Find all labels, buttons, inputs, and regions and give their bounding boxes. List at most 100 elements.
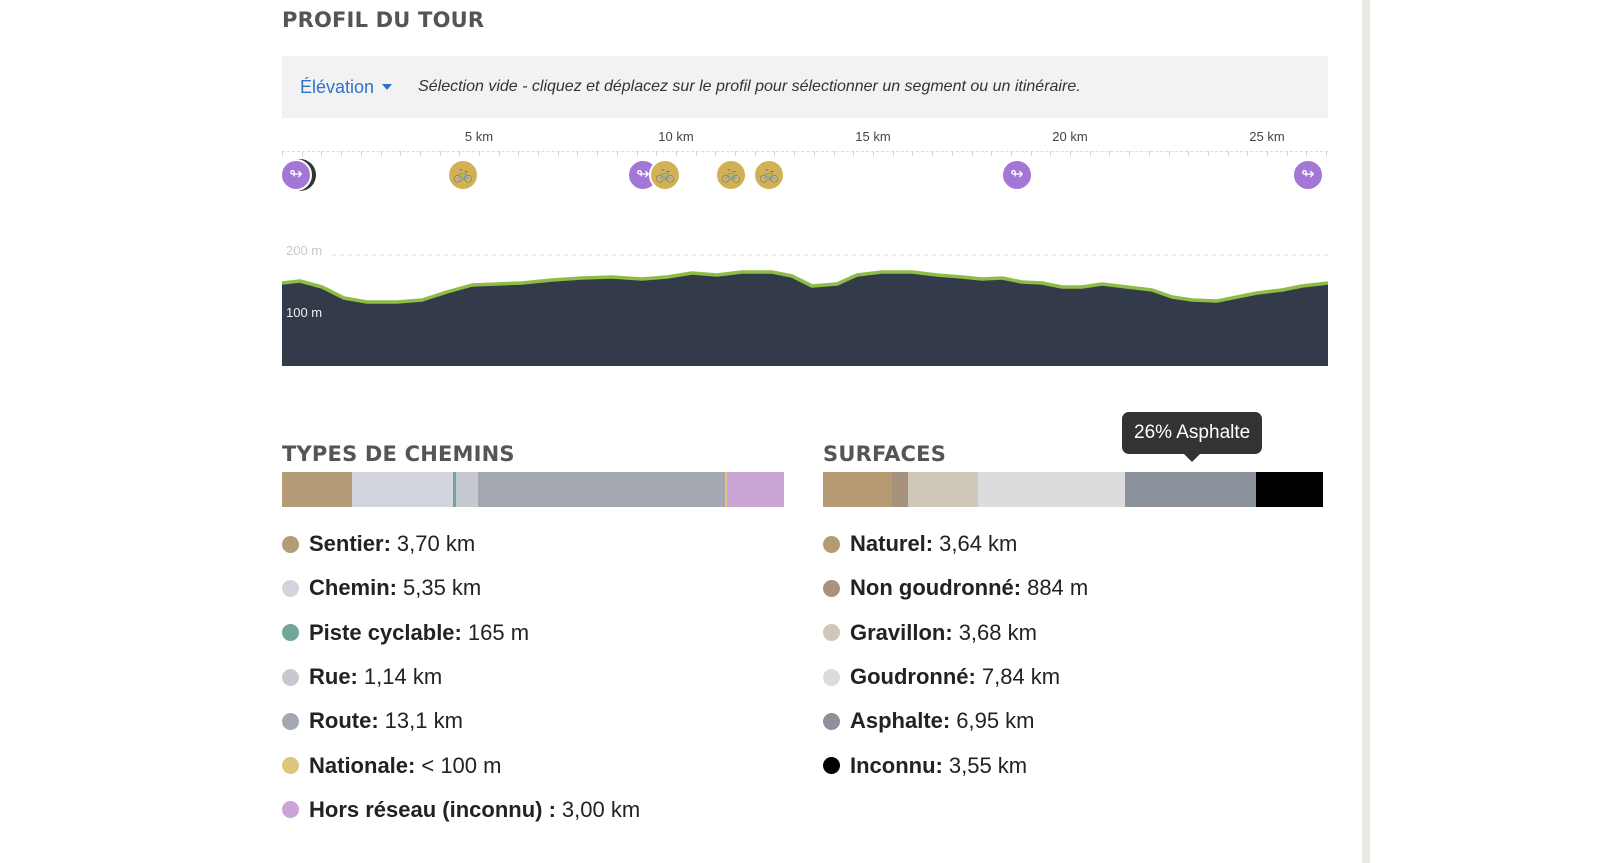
ruler-minor-tick bbox=[1169, 151, 1170, 156]
elevation-dropdown[interactable]: Élévation bbox=[300, 76, 393, 98]
way-type-legend-value: 5,35 km bbox=[403, 575, 482, 601]
waypoint-icon[interactable]: ↬ bbox=[1001, 159, 1033, 191]
ruler-minor-tick bbox=[893, 151, 894, 156]
surface-bar-segment[interactable] bbox=[1256, 472, 1324, 507]
elevation-label-100: 100 m bbox=[286, 305, 323, 320]
way-type-legend-label: Route: bbox=[309, 708, 379, 734]
way-type-legend-value: 3,70 km bbox=[396, 531, 476, 557]
bicycle-icon[interactable]: 🚲 bbox=[715, 159, 747, 191]
color-dot-icon bbox=[282, 624, 299, 642]
way-type-bar-segment[interactable] bbox=[282, 472, 352, 507]
ruler-minor-tick bbox=[735, 151, 736, 156]
way-type-legend-item[interactable]: Sentier: 3,70 km bbox=[282, 522, 640, 566]
ruler-minor-tick bbox=[696, 151, 697, 156]
surface-bar-segment[interactable] bbox=[908, 472, 978, 507]
color-dot-icon bbox=[282, 668, 299, 686]
ruler-minor-tick bbox=[932, 151, 933, 156]
ruler-minor-tick bbox=[558, 151, 559, 156]
ruler-minor-tick bbox=[1129, 151, 1130, 156]
surface-legend-item[interactable]: Asphalte: 6,95 km bbox=[823, 699, 1088, 743]
way-types-title: TYPES DE CHEMINS bbox=[282, 442, 515, 466]
surface-legend-value: 6,95 km bbox=[956, 708, 1035, 734]
ruler-minor-tick bbox=[814, 151, 815, 156]
way-type-legend-value: 3,00 km bbox=[561, 796, 641, 822]
surface-bar-segment[interactable] bbox=[977, 472, 1125, 507]
way-type-bar-segment[interactable] bbox=[453, 472, 457, 507]
distance-tick-label: 5 km bbox=[464, 129, 494, 144]
way-type-legend-item[interactable]: Chemin: 5,35 km bbox=[282, 566, 640, 610]
ruler-minor-tick bbox=[440, 151, 441, 156]
way-type-bar-segment[interactable] bbox=[725, 472, 728, 507]
distance-tick-label: 15 km bbox=[855, 129, 891, 144]
ruler-minor-tick bbox=[381, 151, 382, 156]
way-type-legend-value: 13,1 km bbox=[384, 708, 463, 734]
ruler-minor-tick bbox=[1011, 151, 1012, 156]
way-type-legend-item[interactable]: Nationale: < 100 m bbox=[282, 743, 640, 787]
ruler-minor-tick bbox=[538, 151, 539, 156]
ruler-minor-tick bbox=[676, 151, 677, 156]
way-type-bar-segment[interactable] bbox=[727, 472, 784, 507]
way-type-legend-item[interactable]: Route: 13,1 km bbox=[282, 699, 640, 743]
way-type-bar-segment[interactable] bbox=[456, 472, 478, 507]
way-type-legend-item[interactable]: Hors réseau (inconnu) :3,00 km bbox=[282, 788, 640, 832]
way-type-legend-label: Chemin: bbox=[309, 575, 397, 601]
bicycle-icon[interactable]: 🚲 bbox=[753, 159, 785, 191]
ruler-minor-tick bbox=[774, 151, 775, 156]
color-dot-icon bbox=[823, 757, 840, 775]
surfaces-bar[interactable] bbox=[823, 472, 1328, 507]
bicycle-icon[interactable]: 🚲 bbox=[447, 159, 479, 191]
surface-legend-item[interactable]: Non goudronné: 884 m bbox=[823, 566, 1088, 610]
surface-legend-label: Inconnu: bbox=[850, 752, 943, 778]
color-dot-icon bbox=[282, 579, 299, 597]
ruler-minor-tick bbox=[794, 151, 795, 156]
way-type-legend-item[interactable]: Rue: 1,14 km bbox=[282, 655, 640, 699]
way-type-legend-label: Rue: bbox=[309, 664, 358, 690]
color-dot-icon bbox=[282, 712, 299, 730]
distance-ruler[interactable]: 5 km 10 km 15 km 20 km 25 km bbox=[282, 120, 1328, 160]
elevation-area bbox=[282, 272, 1328, 366]
waypoint-icon[interactable]: ↬ bbox=[1292, 159, 1324, 191]
ruler-minor-tick bbox=[1287, 151, 1288, 156]
ruler-baseline bbox=[282, 151, 1328, 152]
ruler-minor-tick bbox=[361, 151, 362, 156]
way-type-legend-item[interactable]: Piste cyclable: 165 m bbox=[282, 611, 640, 655]
way-type-legend-label: Hors réseau (inconnu) : bbox=[309, 796, 556, 822]
color-dot-icon bbox=[823, 579, 840, 597]
ruler-minor-tick bbox=[479, 151, 480, 156]
ruler-minor-tick bbox=[321, 151, 322, 156]
way-types-bar[interactable] bbox=[282, 472, 788, 507]
ruler-minor-tick bbox=[341, 151, 342, 156]
surface-legend-item[interactable]: Gravillon: 3,68 km bbox=[823, 611, 1088, 655]
waypoint-icon[interactable]: ↬ bbox=[280, 159, 312, 191]
way-type-bar-segment[interactable] bbox=[477, 472, 726, 507]
elevation-chart[interactable] bbox=[281, 230, 1329, 366]
surfaces-title: SURFACES bbox=[823, 442, 947, 466]
profile-toolbar: Élévation Sélection vide - cliquez et dé… bbox=[282, 56, 1328, 118]
way-type-legend-value: < 100 m bbox=[421, 752, 502, 778]
caret-down-icon bbox=[382, 84, 393, 90]
ruler-minor-tick bbox=[1109, 151, 1110, 156]
elevation-dropdown-label: Élévation bbox=[300, 76, 375, 97]
way-type-bar-segment[interactable] bbox=[351, 472, 454, 507]
ruler-minor-tick bbox=[577, 151, 578, 156]
surface-legend-label: Non goudronné: bbox=[850, 575, 1022, 601]
surface-bar-segment[interactable] bbox=[1125, 472, 1257, 507]
surface-legend-item[interactable]: Naturel: 3,64 km bbox=[823, 522, 1088, 566]
elevation-profile[interactable]: 200 m 100 m bbox=[281, 230, 1329, 366]
surface-legend-item[interactable]: Goudronné: 7,84 km bbox=[823, 655, 1088, 699]
surface-legend-label: Goudronné: bbox=[850, 664, 976, 690]
surface-bar-segment[interactable] bbox=[891, 472, 909, 507]
bicycle-icon[interactable]: 🚲 bbox=[649, 159, 681, 191]
surface-legend-value: 3,64 km bbox=[939, 531, 1018, 557]
ruler-minor-tick bbox=[597, 151, 598, 156]
ruler-minor-tick bbox=[1149, 151, 1150, 156]
ruler-minor-tick bbox=[499, 151, 500, 156]
ruler-minor-tick bbox=[873, 151, 874, 156]
surface-bar-segment[interactable] bbox=[823, 472, 892, 507]
ruler-minor-tick bbox=[853, 151, 854, 156]
ruler-minor-tick bbox=[1267, 151, 1268, 156]
surface-legend-value: 3,68 km bbox=[958, 619, 1037, 645]
ruler-minor-tick bbox=[400, 151, 401, 156]
ruler-minor-tick bbox=[1228, 151, 1229, 156]
surface-legend-item[interactable]: Inconnu: 3,55 km bbox=[823, 743, 1088, 787]
